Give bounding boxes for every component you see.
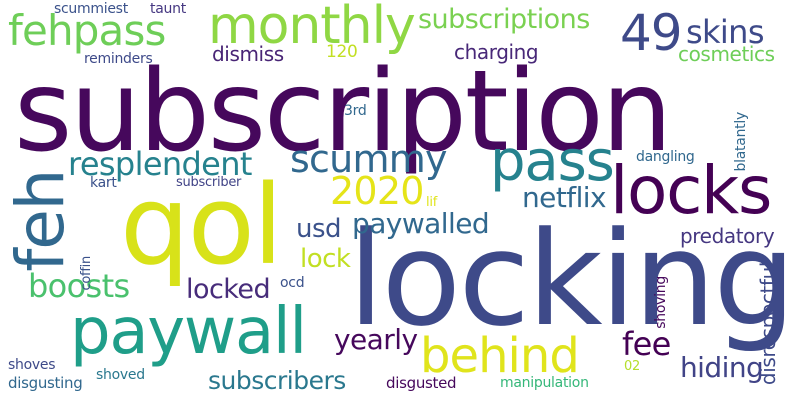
word-pass: pass — [490, 129, 615, 194]
word-blatantly: blatantly — [733, 112, 749, 172]
word-locking: locking — [348, 203, 796, 355]
word-02: 02 — [624, 359, 641, 374]
word-subscription: subscription — [14, 47, 673, 177]
word-fehpass: fehpass — [8, 6, 166, 55]
word-hiding: hiding — [680, 351, 764, 384]
word-2020: 2020 — [330, 169, 424, 213]
word-skins: skins — [686, 13, 764, 51]
word-subscribers: subscribers — [208, 366, 346, 395]
word-subscriptions: subscriptions — [418, 4, 590, 35]
word-reminders: reminders — [84, 51, 153, 67]
word-usd: usd — [296, 214, 341, 244]
word-lif: lif — [426, 195, 438, 210]
word-qol: qol — [120, 161, 283, 289]
word-49: 49 — [620, 4, 683, 62]
word-lock: lock — [300, 244, 351, 274]
word-charging: charging — [454, 40, 539, 64]
word-resplendent: resplendent — [68, 145, 252, 183]
word-manipulation: manipulation — [500, 375, 589, 391]
word-locked: locked — [186, 274, 271, 305]
word-shoved: shoved — [96, 367, 145, 383]
word-netflix: netflix — [522, 181, 607, 214]
word-taunt: taunt — [150, 1, 186, 17]
word-subscriber: subscriber — [176, 175, 242, 190]
word-scummy: scummy — [290, 137, 448, 181]
word-shoving: shoving — [653, 276, 669, 329]
word-disgusting: disgusting — [8, 374, 83, 392]
word-scummiest: scummiest — [54, 1, 128, 17]
word-disgusted: disgusted — [386, 374, 457, 392]
word-behind: behind — [420, 328, 580, 384]
word-dangling: dangling — [636, 149, 695, 165]
word-fee: fee — [622, 325, 671, 363]
word-paywalled: paywalled — [352, 207, 490, 240]
word-monthly: monthly — [208, 0, 416, 56]
word-locks: locks — [610, 152, 772, 229]
word-ocd: ocd — [280, 275, 305, 291]
word-3rd: 3rd — [344, 103, 367, 119]
word-predatory: predatory — [680, 224, 775, 248]
word-feh: feh — [2, 170, 79, 272]
word-shoves: shoves — [8, 357, 56, 373]
word-120: 120 — [326, 42, 358, 62]
word-kart: kart — [90, 175, 117, 191]
word-paywall: paywall — [70, 295, 307, 369]
word-disrespectful: disrespectful — [756, 262, 780, 386]
word-coffin: coffin — [79, 256, 94, 291]
word-dismiss: dismiss — [212, 42, 284, 66]
word-cosmetics: cosmetics — [678, 42, 775, 66]
word-boosts: boosts — [28, 267, 130, 305]
word-yearly: yearly — [334, 323, 418, 356]
